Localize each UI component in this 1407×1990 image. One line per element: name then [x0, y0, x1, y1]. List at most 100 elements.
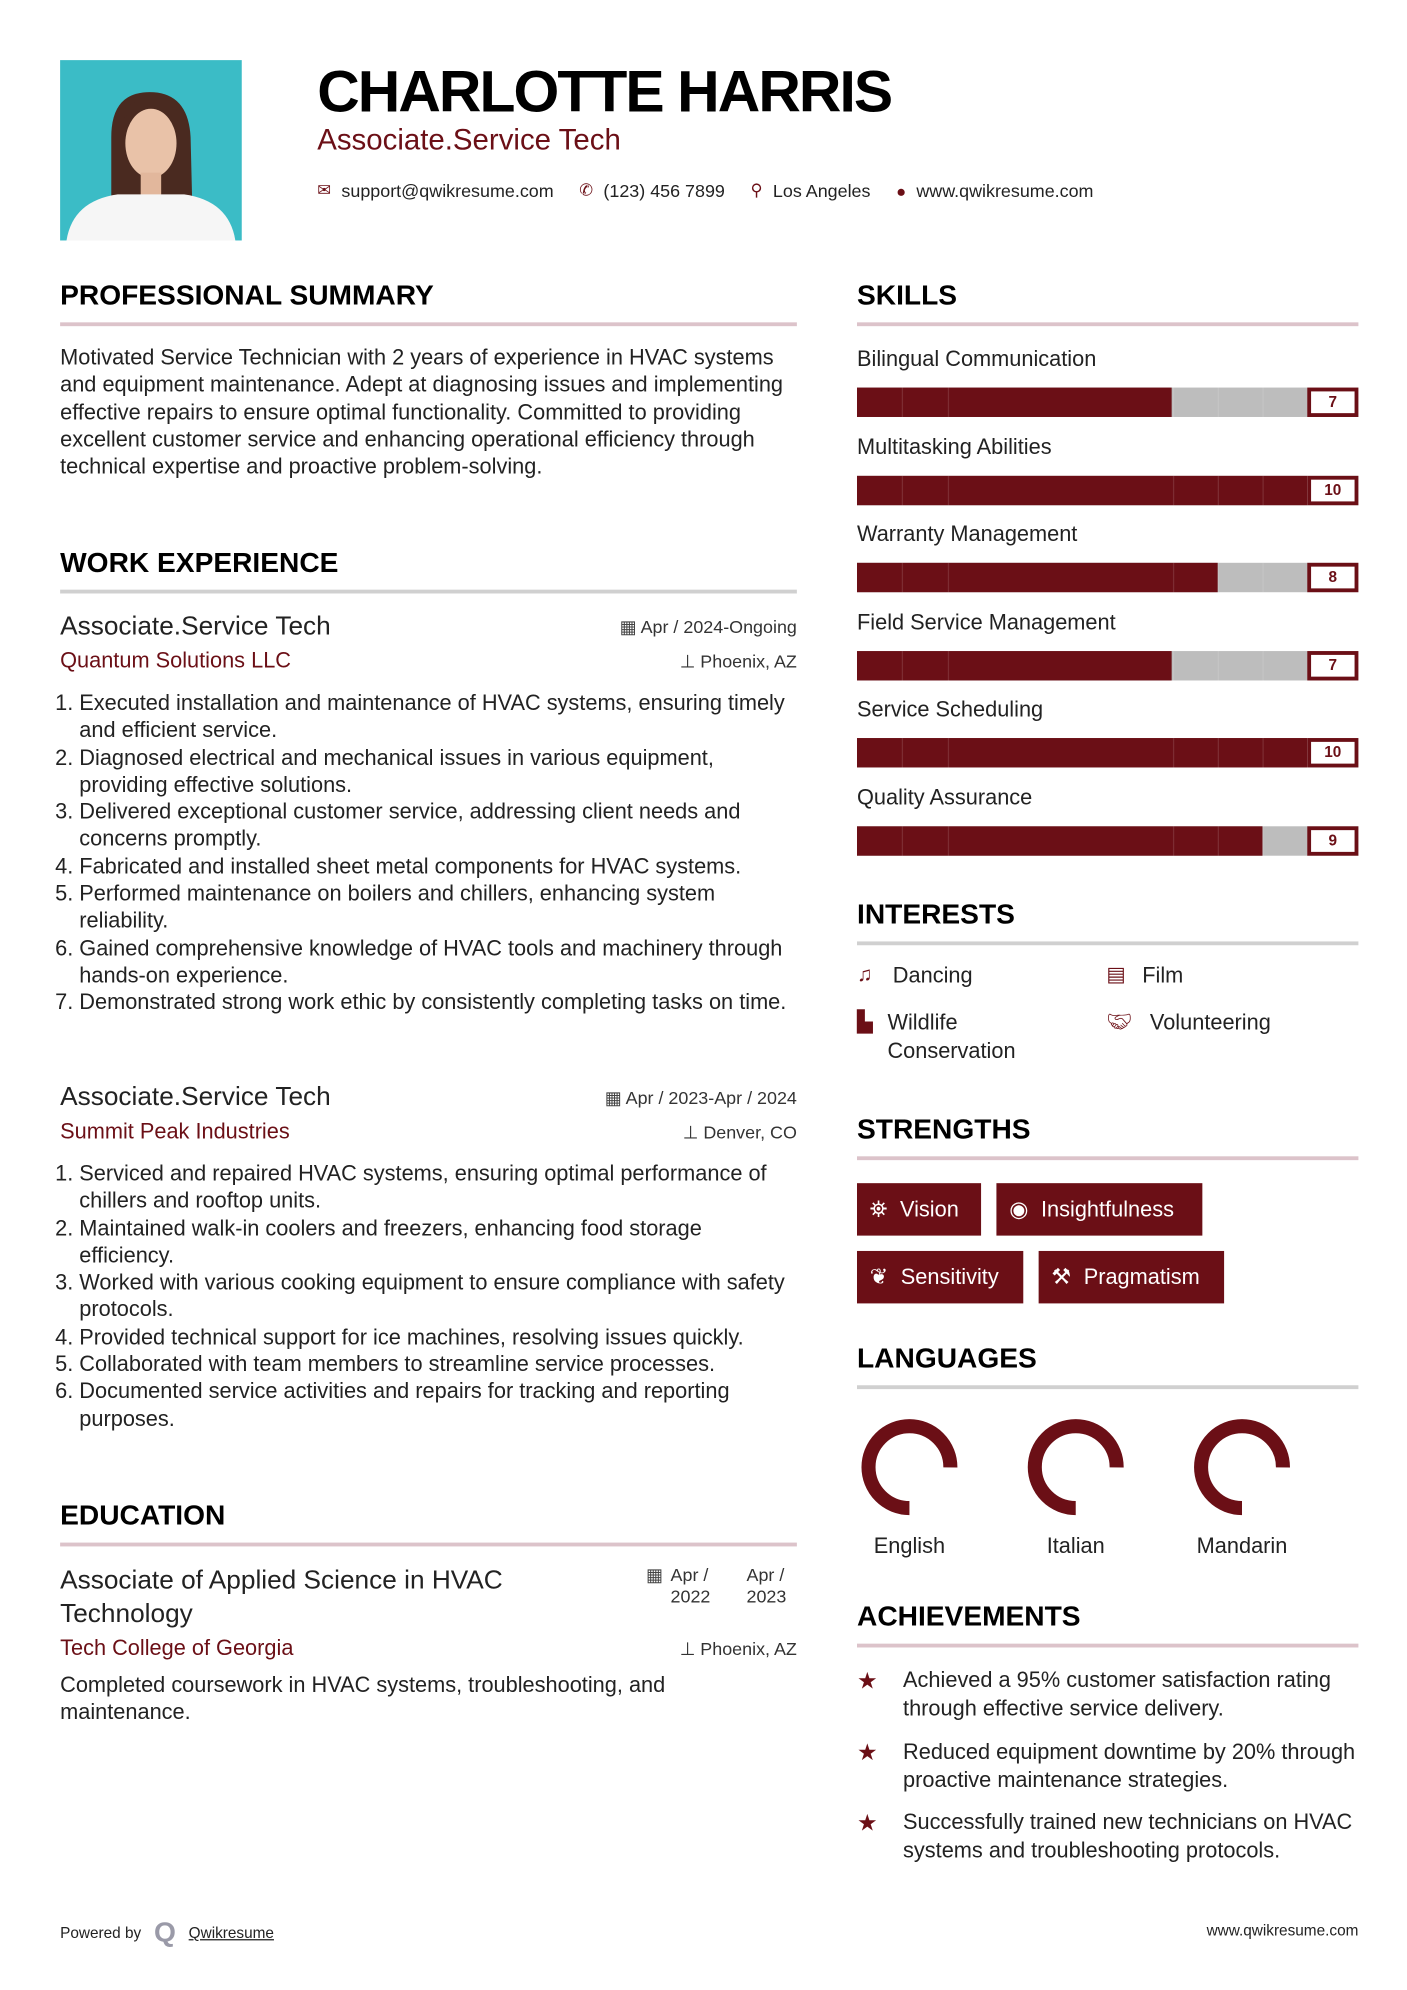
- leaf-icon: ❦: [869, 1264, 889, 1289]
- degree-title: Associate of Applied Science in HVAC Tec…: [60, 1565, 503, 1629]
- qwikresume-logo-icon: Q: [153, 1916, 176, 1949]
- job-bullets: Serviced and repaired HVAC systems, ensu…: [60, 1160, 797, 1432]
- divider: [856, 941, 1359, 946]
- eye-icon: ◉: [1009, 1196, 1029, 1221]
- language-ring: [1194, 1419, 1290, 1516]
- language-ring: [861, 1419, 958, 1516]
- edu-end: Apr / 2023: [746, 1564, 787, 1607]
- bar-tick: [1262, 650, 1264, 680]
- job-location: Phoenix, AZ: [700, 650, 797, 671]
- company-name: Summit Peak Industries: [60, 1119, 290, 1144]
- skill-label: Bilingual Communication: [856, 346, 1097, 371]
- brand-link[interactable]: Qwikresume: [188, 1923, 274, 1942]
- strength-label: Insightfulness: [1040, 1196, 1174, 1221]
- language-item: English: [826, 1416, 992, 1559]
- skill-bar-fill: [856, 650, 1173, 680]
- job-entry: Associate.Service Tech ▦ Apr / 2023-Apr …: [60, 1082, 797, 1432]
- bar-tick: [1217, 738, 1219, 768]
- skill-bar-fill: [856, 738, 1308, 768]
- bar-tick: [947, 825, 950, 856]
- location-text: Los Angeles: [772, 180, 871, 201]
- film-icon: ▤: [1106, 964, 1126, 987]
- list-item: Collaborated with team members to stream…: [79, 1351, 797, 1378]
- skill-label: Field Service Management: [856, 609, 1116, 634]
- bar-tick: [947, 650, 950, 680]
- section-heading: WORK EXPERIENCE: [60, 546, 339, 579]
- skill-value: 7: [1307, 387, 1359, 417]
- list-item: Serviced and repaired HVAC systems, ensu…: [79, 1160, 797, 1214]
- bar-tick: [1217, 650, 1219, 680]
- footer-brand: Powered by Q Qwikresume: [60, 1916, 274, 1949]
- skill-bar-fill: [856, 562, 1218, 593]
- skill-bar: 8: [856, 562, 1359, 593]
- list-item: Fabricated and installed sheet metal com…: [79, 853, 797, 880]
- star-icon: ★: [856, 1667, 878, 1694]
- achievements-section: ACHIEVEMENTS ★ Achieved a 95% customer sa…: [856, 1600, 1359, 1907]
- interest-item: ▙ Wildlife Conservation: [857, 1009, 1049, 1065]
- globe-icon: ●: [896, 180, 907, 201]
- job-bullets: Executed installation and maintenance of…: [60, 689, 797, 1016]
- skill-bar: 9: [856, 825, 1359, 856]
- star-icon: ★: [856, 1739, 878, 1766]
- achievement-text: Successfully trained new technicians on …: [903, 1809, 1353, 1863]
- list-item: Performed maintenance on boilers and chi…: [79, 880, 797, 934]
- skill-value: 7: [1307, 650, 1359, 680]
- calendar-icon: ▦: [645, 1564, 663, 1585]
- strength-label: Pragmatism: [1083, 1264, 1200, 1289]
- achievement-item: ★ Successfully trained new technicians on…: [857, 1809, 1358, 1865]
- edu-description: Completed coursework in HVAC systems, tr…: [60, 1673, 666, 1725]
- contact-bar: ✉ support@qwikresume.com ✆ (123) 456 789…: [317, 180, 1093, 200]
- music-icon: ♫: [856, 964, 873, 987]
- footer-website[interactable]: www.qwikresume.com: [1206, 1921, 1359, 1940]
- section-heading: EDUCATION: [60, 1499, 226, 1532]
- wildlife-icon: ▙: [856, 1011, 873, 1034]
- bar-tick: [947, 738, 950, 768]
- interest-label: Wildlife Conservation: [887, 1010, 1016, 1063]
- bar-tick: [1217, 387, 1219, 417]
- phone-text: (123) 456 7899: [603, 180, 725, 201]
- language-arc: [1027, 1419, 1124, 1516]
- pin-icon: ⊥: [679, 650, 701, 671]
- bar-tick: [1172, 475, 1175, 505]
- bar-tick: [901, 825, 904, 856]
- list-item: Provided technical support for ice machi…: [79, 1324, 797, 1351]
- job-location: Denver, CO: [703, 1121, 797, 1142]
- edu-start: Apr / 2022: [670, 1564, 711, 1607]
- bar-tick: [901, 738, 904, 768]
- edu-location: Phoenix, AZ: [700, 1637, 797, 1659]
- bar-tick: [1262, 738, 1264, 768]
- achievement-text: Reduced equipment downtime by 20% throug…: [903, 1739, 1356, 1793]
- interest-label: Dancing: [892, 963, 973, 988]
- bar-tick: [1172, 387, 1175, 417]
- skill-label: Quality Assurance: [856, 784, 1033, 810]
- language-ring: [1027, 1419, 1124, 1516]
- divider: [60, 589, 797, 594]
- job-dates: Apr / 2024-Ongoing: [640, 615, 797, 637]
- skills-list: Bilingual Communication 7 Multitasking Abi…: [856, 346, 1359, 856]
- pin-icon: ⊥: [682, 1121, 704, 1142]
- bar-tick: [1217, 825, 1219, 856]
- phone-icon: ✆: [579, 180, 594, 200]
- strengths-section: STRENGTHS ⛯ Vision ◉ Insightfulness ❦ Sensi…: [856, 1113, 1359, 1318]
- skill-value: 9: [1307, 825, 1359, 856]
- email-link[interactable]: support@qwikresume.com: [341, 180, 554, 201]
- website-link[interactable]: www.qwikresume.com: [916, 180, 1094, 201]
- interests-section: INTERESTS ♫ Dancing ▤ Film ▙ Wildlife Conse…: [856, 898, 1359, 1282]
- section-heading: ACHIEVEMENTS: [856, 1600, 1081, 1633]
- skill-label: Service Scheduling: [856, 697, 1044, 722]
- list-item: Gained comprehensive knowledge of HVAC t…: [79, 935, 797, 989]
- language-label: Mandarin: [1196, 1533, 1288, 1558]
- skill-bar-fill: [856, 387, 1173, 417]
- language-label: Italian: [1046, 1533, 1105, 1558]
- candidate-name: CHARLOTTE HARRIS: [317, 57, 893, 125]
- divider: [856, 1643, 1359, 1648]
- bar-tick: [901, 387, 904, 417]
- strength-badge: ⛯ Vision: [856, 1183, 982, 1236]
- bar-tick: [947, 387, 950, 417]
- bar-tick: [1172, 650, 1175, 680]
- map-pin-icon: ⚲: [750, 180, 763, 200]
- handshake-icon: 🤝︎: [1106, 1011, 1133, 1034]
- divider: [856, 1156, 1359, 1161]
- skill-bar: 10: [856, 738, 1359, 768]
- envelope-icon: ✉: [317, 180, 332, 200]
